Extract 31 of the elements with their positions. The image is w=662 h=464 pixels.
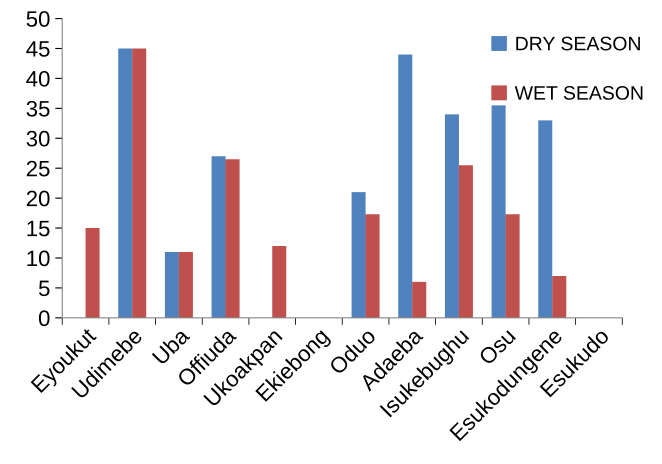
bar (444, 114, 459, 318)
bar (118, 48, 132, 318)
bar (492, 105, 506, 318)
y-tick-label: 50 (26, 11, 50, 27)
bar (538, 120, 552, 318)
bar (132, 48, 146, 318)
y-tick-label: 10 (27, 250, 50, 266)
bar (164, 252, 179, 318)
bar (86, 228, 100, 318)
y-tick-label: 25 (26, 160, 50, 176)
bar (178, 252, 193, 318)
y-tick-label: 30 (26, 130, 50, 147)
y-tick-label: 0 (38, 310, 50, 326)
y-tick-label: 40 (26, 70, 50, 87)
bar (272, 246, 286, 318)
bar (212, 156, 226, 318)
bar (352, 192, 366, 318)
legend-label: WET SEASON (514, 86, 642, 100)
bar (458, 165, 473, 318)
y-tick-label: 35 (26, 100, 50, 117)
legend-label: DRY SEASON (516, 36, 640, 50)
y-tick-label: 5 (38, 280, 50, 296)
bar (398, 54, 412, 318)
bar (506, 214, 520, 318)
bar (226, 159, 240, 318)
bar (366, 214, 380, 318)
bar (552, 276, 566, 318)
y-tick-label: 20 (26, 190, 50, 206)
y-tick-label: 15 (27, 220, 50, 236)
y-tick-label: 45 (26, 41, 50, 57)
bar (412, 282, 426, 318)
